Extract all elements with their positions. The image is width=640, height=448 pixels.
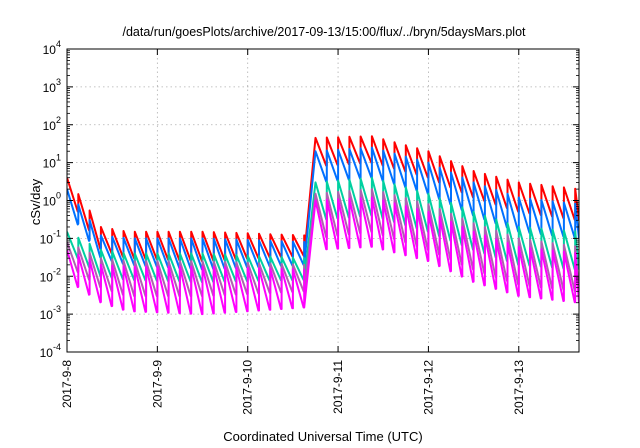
series-5-line — [67, 196, 579, 316]
series-layer — [67, 135, 579, 316]
y-tick-label: 10-1 — [40, 228, 61, 246]
y-tick-label: 10-2 — [40, 266, 61, 284]
y-tick-label: 10-3 — [40, 304, 61, 322]
y-tick-label: 10-4 — [40, 342, 61, 360]
x-tick-label: 2017-9-13 — [512, 360, 526, 415]
x-axis-label: Coordinated Universal Time (UTC) — [223, 429, 422, 444]
y-tick-label: 101 — [43, 153, 61, 171]
x-tick-label: 2017-9-9 — [150, 360, 164, 408]
x-tick-label: 2017-9-10 — [241, 360, 255, 415]
y-tick-label: 102 — [43, 115, 61, 133]
tick-layer: 10-4 10-3 10-2 10-1 100 101 102 103 104 2017-9-8 2… — [40, 39, 579, 415]
y-tick-label: 103 — [43, 77, 61, 95]
chart-title: /data/run/goesPlots/archive/2017-09-13/1… — [122, 25, 526, 39]
x-tick-label: 2017-9-11 — [331, 360, 345, 414]
x-tick-label: 2017-9-8 — [60, 360, 74, 408]
y-tick-label: 104 — [43, 39, 61, 57]
x-tick-label: 2017-9-12 — [421, 360, 435, 415]
y-tick-label: 100 — [43, 191, 61, 209]
y-axis-label: cSv/day — [28, 178, 43, 225]
